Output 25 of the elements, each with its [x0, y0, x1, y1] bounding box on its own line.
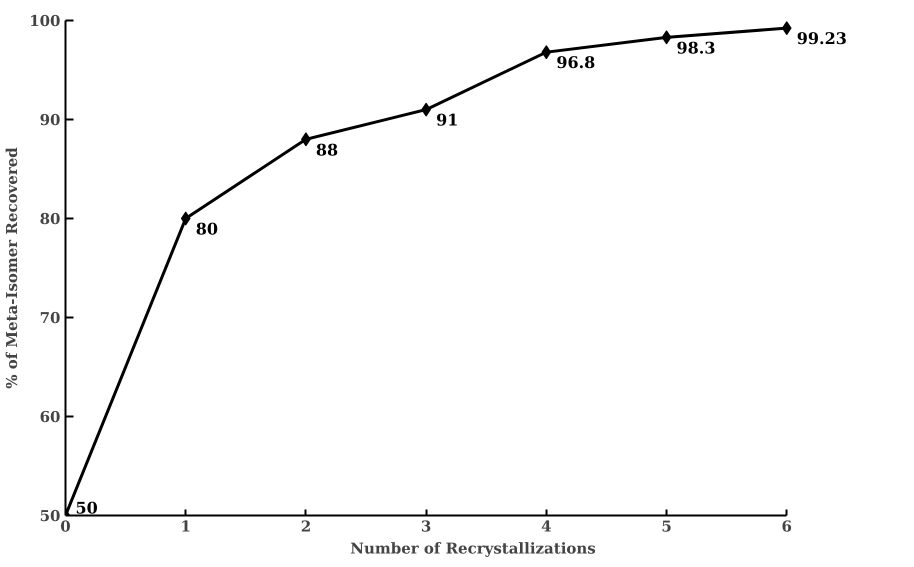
y-axis-title: % of Meta-Isomer Recovered: [3, 146, 22, 389]
data-label: 80: [196, 220, 218, 238]
point: [782, 21, 792, 36]
y-tick-label: 100: [29, 12, 60, 30]
x-tick-label: 5: [661, 518, 672, 536]
data-label: 96.8: [556, 53, 596, 72]
point: [180, 212, 191, 226]
data-label: 99.23: [796, 29, 847, 48]
x-axis-title: Number of Recrystallizations: [350, 540, 596, 558]
x-tick-label: 0: [60, 518, 71, 536]
y-tick-label: 60: [40, 408, 60, 426]
y-tick-label: 50: [40, 507, 60, 525]
data-label: 91: [436, 110, 458, 130]
x-tick-label: 2: [300, 518, 312, 536]
y-tick-label: 90: [40, 111, 60, 129]
data-label: 50: [76, 498, 98, 518]
y-tick-label: 80: [40, 210, 60, 228]
y-tick-label: 70: [40, 309, 60, 327]
data-label: 88: [316, 140, 338, 160]
x-tick-label: 1: [180, 518, 191, 536]
point: [541, 45, 552, 60]
x-tick-label: 4: [541, 518, 552, 536]
data-label: 98.3: [676, 38, 716, 58]
x-tick-label: 6: [782, 518, 792, 536]
x-tick-label: 3: [420, 518, 432, 536]
